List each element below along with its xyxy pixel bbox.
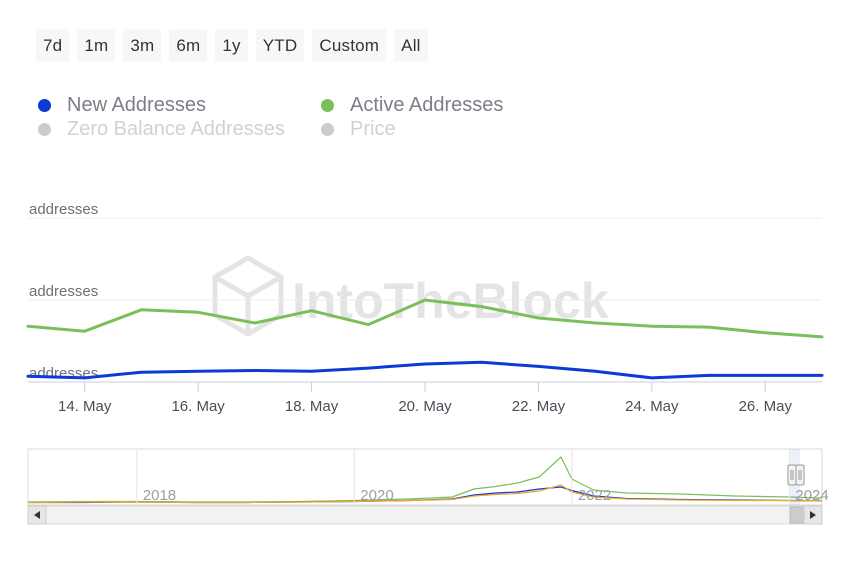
legend-item-new-addresses[interactable]: New Addresses xyxy=(38,94,206,117)
range-custom-button[interactable]: Custom xyxy=(312,29,387,62)
navigator-handle-icon[interactable] xyxy=(795,464,805,486)
legend-item-price[interactable]: Price xyxy=(321,118,396,141)
y-tick-label: addresses xyxy=(29,365,98,382)
intotheblock-logo-icon xyxy=(212,255,284,337)
legend-label: Active Addresses xyxy=(350,94,504,116)
range-all-button[interactable]: All xyxy=(394,29,428,62)
x-tick-label: 18. May xyxy=(285,398,339,415)
legend-dot-icon xyxy=(321,99,334,112)
range-6m-button[interactable]: 6m xyxy=(169,29,208,62)
navigator-series-price xyxy=(27,484,823,504)
range-ytd-button[interactable]: YTD xyxy=(255,29,305,62)
x-tick-label: 24. May xyxy=(625,398,679,415)
legend-label: New Addresses xyxy=(67,94,206,116)
legend-label: Price xyxy=(350,118,396,140)
navigator-tick-label: 2022 xyxy=(578,487,611,504)
legend-item-zero-balance-addresses[interactable]: Zero Balance Addresses xyxy=(38,118,285,141)
range-1m-button[interactable]: 1m xyxy=(77,29,116,62)
legend-dot-icon xyxy=(38,99,51,112)
x-tick-label: 22. May xyxy=(512,398,566,415)
range-7d-button[interactable]: 7d xyxy=(36,29,70,62)
range-3m-button[interactable]: 3m xyxy=(123,29,162,62)
scrollbar-track[interactable] xyxy=(27,505,823,525)
y-tick-label: addresses xyxy=(29,201,98,218)
legend-dot-icon xyxy=(38,123,51,136)
x-tick-label: 16. May xyxy=(171,398,225,415)
range-selector: 7d 1m 3m 6m 1y YTD Custom All xyxy=(36,29,436,62)
navigator-tick-label: 2018 xyxy=(143,487,176,504)
x-tick-label: 26. May xyxy=(739,398,793,415)
legend-item-active-addresses[interactable]: Active Addresses xyxy=(321,94,503,117)
watermark: IntoTheBlock xyxy=(212,255,609,337)
range-1y-button[interactable]: 1y xyxy=(215,29,248,62)
scroll-left-arrow-icon[interactable] xyxy=(27,505,47,525)
navigator-handle-icon[interactable] xyxy=(787,464,797,486)
navigator-frame xyxy=(27,448,823,506)
scroll-right-arrow-icon[interactable] xyxy=(803,505,823,525)
series-line-active-addresses[interactable] xyxy=(26,298,824,339)
navigator-tick-label: 2020 xyxy=(360,487,393,504)
x-tick-label: 14. May xyxy=(58,398,112,415)
legend-dot-icon xyxy=(321,123,334,136)
y-tick-label: addresses xyxy=(29,283,98,300)
scrollbar-thumb[interactable] xyxy=(789,506,805,524)
series-line-new-addresses[interactable] xyxy=(26,360,824,380)
legend-label: Zero Balance Addresses xyxy=(67,118,285,140)
x-tick-label: 20. May xyxy=(398,398,452,415)
navigator-tick-label: 2024 xyxy=(795,487,828,504)
